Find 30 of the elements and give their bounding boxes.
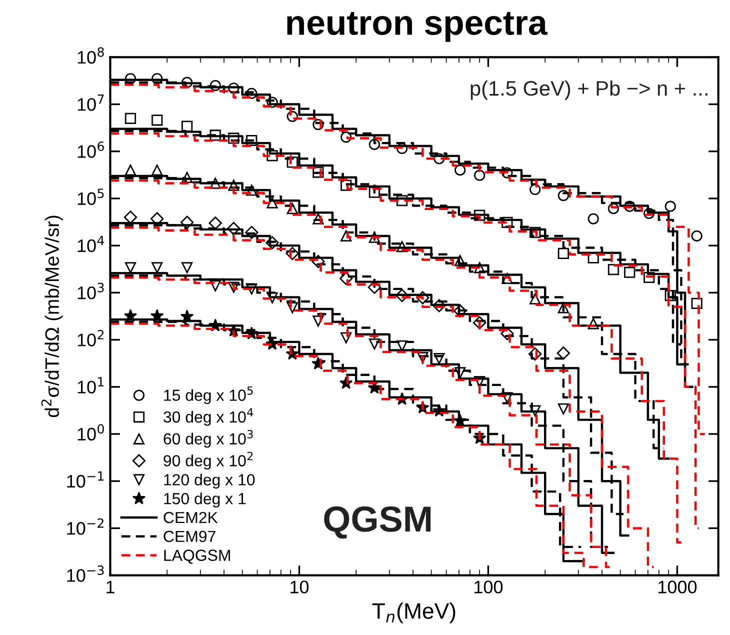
legend-label: 90 deg x 10$^{2}$ — [164, 452, 253, 470]
y-tick-label: 10$^{−2}$ — [67, 518, 104, 535]
y-tick-label: 10$^{6}$ — [78, 141, 104, 158]
y-axis-title: d$^{2}$σ/dT/dΩ (mb/MeV/sr) — [41, 216, 63, 418]
legend-label: 120 deg x 10 — [164, 474, 255, 489]
y-tick-label: 10$^{4}$ — [78, 236, 104, 252]
legend-label: CEM2K — [164, 512, 218, 524]
legend-label: 15 deg x 10$^{5}$ — [164, 386, 253, 404]
annotation: QGSM — [324, 506, 431, 539]
y-tick-label: 10$^{5}$ — [78, 188, 104, 206]
legend-label: LAQGSM — [164, 550, 230, 564]
y-tick-label: 10$^{0}$ — [78, 424, 104, 441]
legend-label: CEM97 — [164, 530, 216, 542]
y-tick-label: 10$^{−1}$ — [67, 471, 104, 488]
annotation: p(1.5 GeV) + Pb −> n + ... — [470, 80, 708, 100]
x-tick-label: 10 — [290, 580, 309, 594]
chart-title: neutron spectra — [287, 12, 548, 42]
y-tick-label: 10$^{7}$ — [78, 94, 104, 111]
y-tick-label: 10$^{−3}$ — [67, 565, 104, 582]
x-tick-label: 1000 — [658, 580, 697, 594]
legend-label: 30 deg x 10$^{4}$ — [164, 408, 254, 426]
legend-label: 150 deg x 1 — [164, 492, 246, 508]
y-tick-label: 10$^{1}$ — [78, 377, 104, 394]
x-axis-title: T$_{n}$(MeV) — [372, 602, 456, 624]
y-tick-label: 10$^{3}$ — [78, 282, 104, 300]
legend-label: 60 deg x 10$^{3}$ — [164, 430, 253, 448]
y-tick-label: 10$^{8}$ — [78, 47, 104, 64]
x-tick-label: 1 — [106, 580, 114, 594]
x-tick-label: 100 — [474, 580, 503, 594]
y-tick-label: 10$^{2}$ — [78, 330, 104, 346]
